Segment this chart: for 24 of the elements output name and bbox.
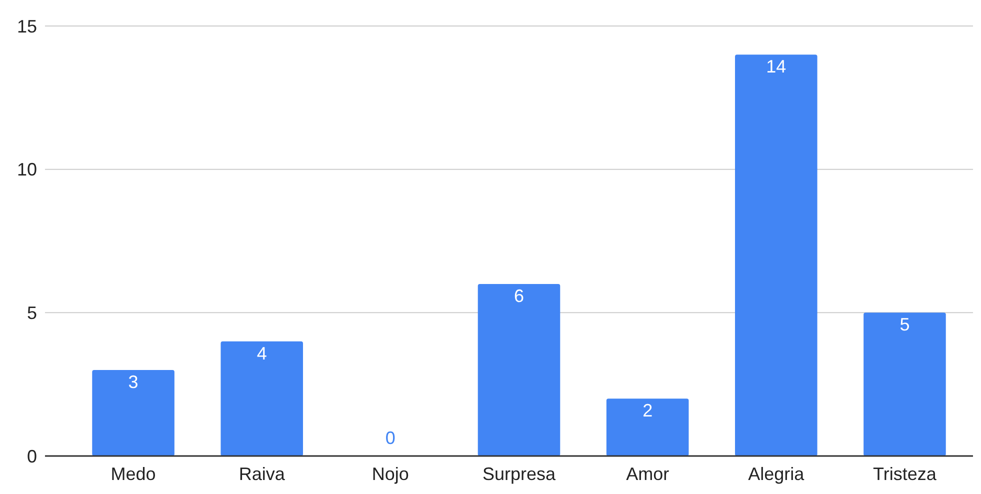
data-label: 4 (256, 343, 267, 364)
data-label: 6 (514, 286, 524, 306)
y-tick-label: 0 (26, 446, 37, 466)
y-tick-label: 5 (26, 302, 37, 323)
x-tick-label: Tristeza (873, 464, 938, 484)
y-tick-label: 15 (16, 16, 37, 36)
data-label: 0 (385, 428, 396, 448)
y-tick-label: 10 (16, 160, 37, 180)
bar (92, 370, 174, 456)
bar (220, 341, 303, 456)
data-label: 5 (900, 314, 910, 335)
x-tick-label: Medo (110, 464, 156, 484)
bar (864, 312, 946, 456)
x-tick-label: Raiva (238, 464, 286, 484)
data-label: 2 (642, 400, 653, 421)
x-tick-label: Surpresa (482, 464, 557, 484)
x-tick-label: Amor (626, 464, 670, 484)
data-label: 14 (766, 56, 786, 77)
x-tick-label: Alegria (748, 464, 806, 484)
bar (735, 54, 818, 456)
data-label: 3 (128, 372, 138, 392)
bar (478, 284, 560, 456)
bar (606, 398, 689, 456)
x-tick-label: Nojo (372, 464, 409, 484)
